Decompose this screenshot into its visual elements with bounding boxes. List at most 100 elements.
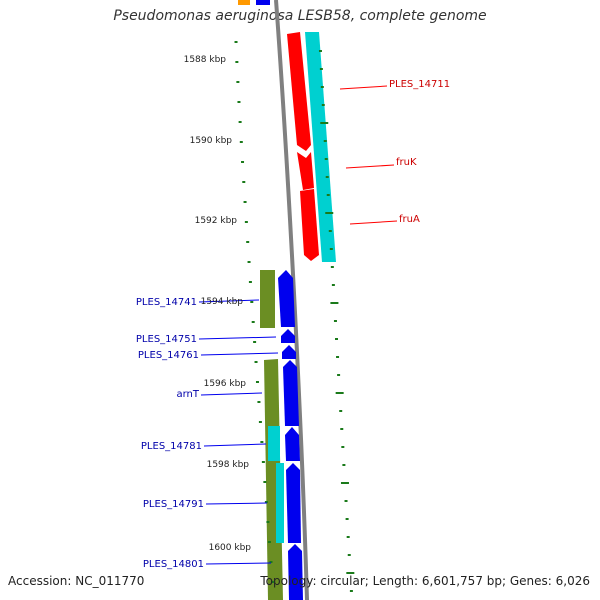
scale-tick <box>266 521 270 523</box>
scale-tick <box>237 101 241 103</box>
scale-tick <box>263 481 267 483</box>
scale-tick <box>346 572 355 574</box>
feature-ples-14711[interactable] <box>287 32 311 151</box>
scale-tick <box>250 301 254 303</box>
map-title: Pseudomonas aeruginosa LESB58, complete … <box>113 8 487 24</box>
feature-ples-14751[interactable] <box>281 329 295 343</box>
scale-tick <box>247 261 251 263</box>
feature-frua[interactable] <box>300 189 319 261</box>
gene-label-ples-14741[interactable]: PLES_14741 <box>136 297 197 308</box>
scale-tick <box>318 50 322 52</box>
gene-leader-line <box>205 562 272 565</box>
scale-tick <box>341 446 345 448</box>
feature-blue-partial[interactable] <box>256 0 270 5</box>
scale-tick <box>325 176 329 178</box>
gene-leader-line <box>339 85 388 90</box>
scale-tick <box>234 41 238 43</box>
scale-tick <box>349 590 353 592</box>
scale-tick <box>320 122 329 124</box>
scale-tick <box>241 161 245 163</box>
gene-leader-line <box>200 392 263 396</box>
feature-ples-14761[interactable] <box>282 345 296 359</box>
gene-label-ples-14761[interactable]: PLES_14761 <box>138 350 199 361</box>
gene-label-ples-14791[interactable]: PLES_14791 <box>143 499 204 510</box>
scale-tick <box>267 541 271 543</box>
gene-leader-line <box>200 352 279 356</box>
scale-tick <box>344 500 348 502</box>
feature-ples-14791[interactable] <box>286 463 301 543</box>
scale-tick <box>342 464 346 466</box>
feature-cyan-small-1[interactable] <box>268 426 280 461</box>
feature-cyan-long[interactable] <box>305 32 336 262</box>
scale-tick <box>243 201 247 203</box>
feature-arnt[interactable] <box>283 360 299 426</box>
scale-tick <box>261 461 265 463</box>
scale-label: 1588 kbp <box>184 55 227 65</box>
scale-tick <box>260 441 264 443</box>
scale-tick <box>251 321 255 323</box>
scale-tick <box>239 141 243 143</box>
scale-tick <box>330 302 339 304</box>
scale-tick <box>333 320 337 322</box>
feature-ples-14781[interactable] <box>285 427 300 461</box>
feature-ples-14801[interactable] <box>288 544 303 600</box>
scale-tick <box>248 281 252 283</box>
scale-tick <box>330 266 334 268</box>
feature-orange-partial[interactable] <box>238 0 250 5</box>
gene-label-ples-14711[interactable]: PLES_14711 <box>389 79 450 90</box>
gene-label-arnt[interactable]: arnT <box>176 389 199 400</box>
scale-tick <box>329 248 333 250</box>
feature-ples-14741[interactable] <box>278 270 295 327</box>
scale-tick <box>324 158 328 160</box>
scale-tick <box>269 561 273 563</box>
scale-tick <box>323 140 327 142</box>
gene-label-ples-14751[interactable]: PLES_14751 <box>136 334 197 345</box>
scale-tick <box>340 482 349 484</box>
accession-text: Accession: NC_011770 <box>8 574 145 588</box>
feature-olive-1[interactable] <box>260 270 275 328</box>
scale-tick <box>335 392 344 394</box>
scale-label: 1592 kbp <box>195 216 238 226</box>
scale-tick <box>346 536 350 538</box>
scale-tick <box>258 421 262 423</box>
scale-tick <box>345 518 349 520</box>
feature-fruk[interactable] <box>297 152 314 190</box>
gene-leader-line <box>205 502 268 505</box>
gene-leader-line <box>203 443 267 447</box>
genome-backbone <box>274 0 309 600</box>
scale-label: 1596 kbp <box>204 379 247 389</box>
scale-label: 1598 kbp <box>207 460 250 470</box>
scale-tick <box>326 194 330 196</box>
scale-tick <box>255 381 259 383</box>
gene-label-fruk[interactable]: fruK <box>396 157 417 168</box>
scale-tick <box>246 241 250 243</box>
gene-leader-line <box>198 299 260 303</box>
gene-leader-line <box>345 164 395 169</box>
scale-tick <box>340 428 344 430</box>
scale-tick <box>254 361 258 363</box>
gene-label-ples-14781[interactable]: PLES_14781 <box>141 441 202 452</box>
scale-tick <box>320 86 324 88</box>
scale-label: 1594 kbp <box>201 297 244 307</box>
gene-label-frua[interactable]: fruA <box>399 214 420 225</box>
scale-tick <box>331 284 335 286</box>
gene-leader-line <box>349 220 398 225</box>
scale-tick <box>235 61 239 63</box>
scale-tick <box>253 341 257 343</box>
scale-tick <box>271 581 275 583</box>
scale-tick <box>337 374 341 376</box>
scale-tick <box>321 104 325 106</box>
topology-text: Topology: circular; Length: 6,601,757 bp… <box>260 574 590 588</box>
scale-tick <box>347 554 351 556</box>
scale-label: 1600 kbp <box>209 543 252 553</box>
scale-label: 1590 kbp <box>190 136 233 146</box>
scale-tick <box>244 221 248 223</box>
scale-tick <box>242 181 246 183</box>
scale-tick <box>319 68 323 70</box>
feature-cyan-small-2[interactable] <box>276 463 284 543</box>
scale-tick <box>328 230 332 232</box>
scale-tick <box>336 356 340 358</box>
gene-label-ples-14801[interactable]: PLES_14801 <box>143 559 204 570</box>
scale-tick <box>325 212 334 214</box>
